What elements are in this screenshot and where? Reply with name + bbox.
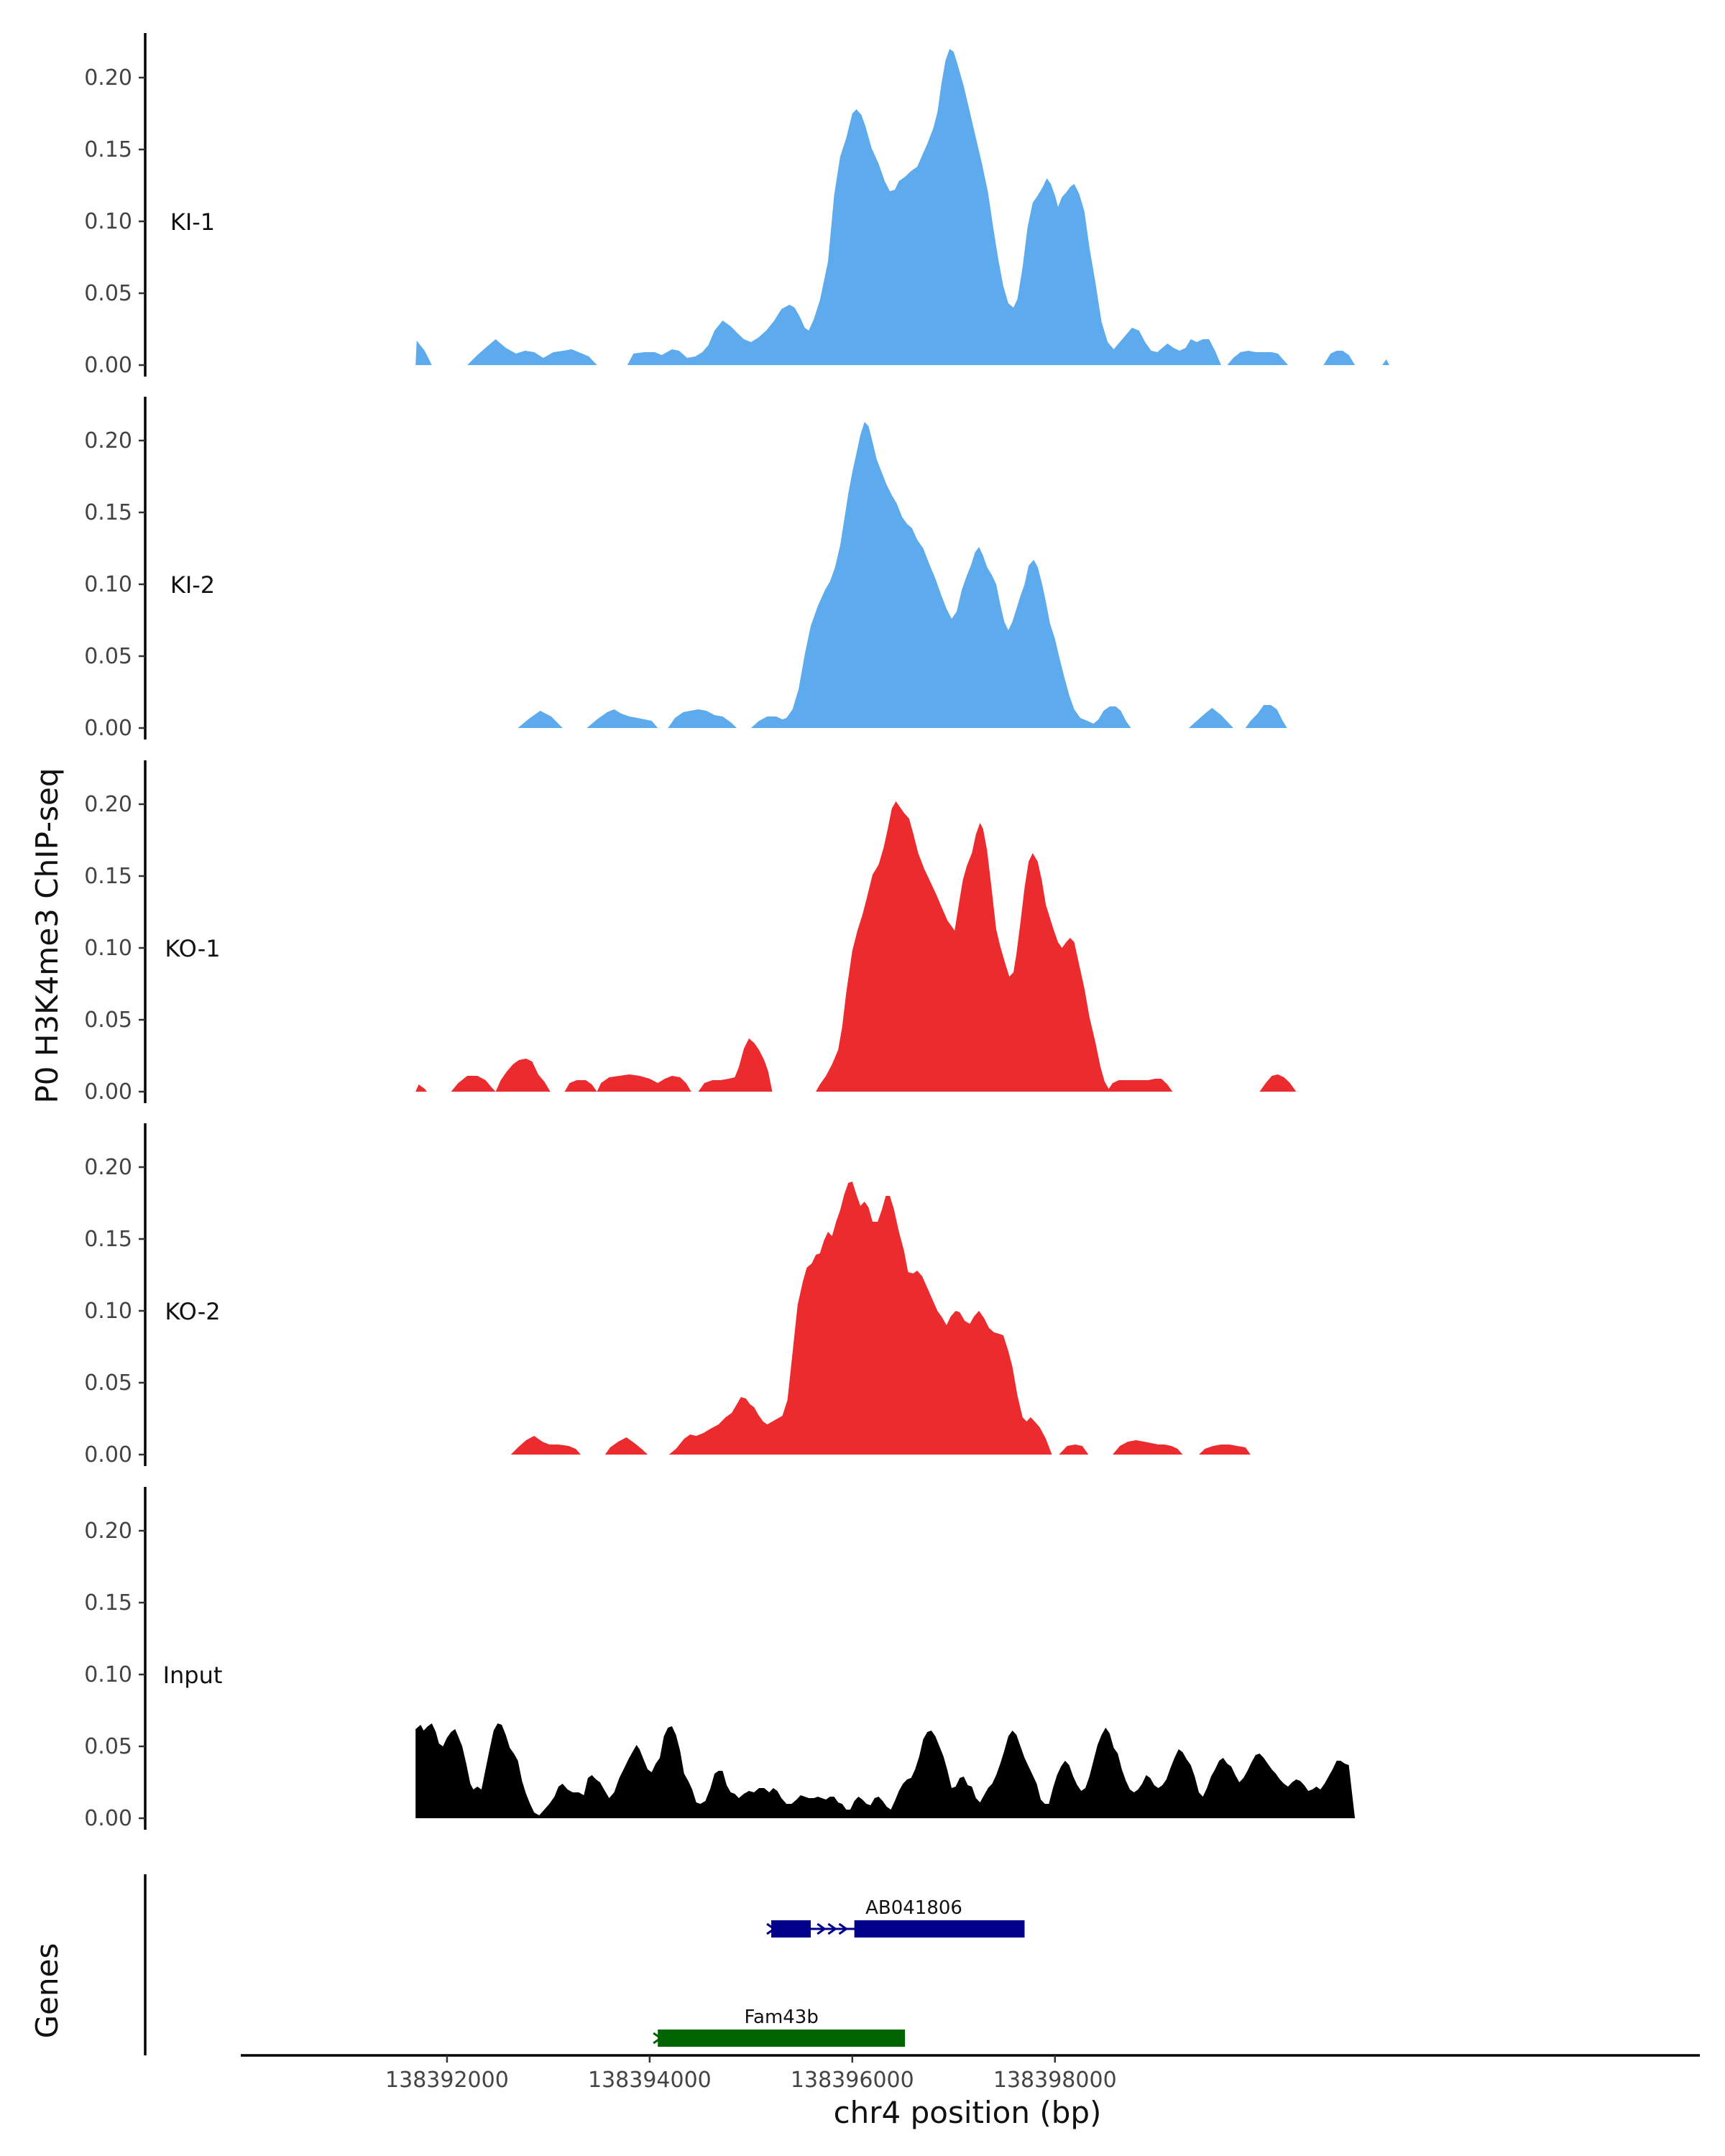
track-label: KI-1 — [170, 208, 215, 236]
y-tick-label: 0.05 — [84, 1370, 132, 1396]
gene-model: AB041806 — [766, 1897, 1025, 1938]
y-tick-label: 0.10 — [84, 1299, 132, 1324]
tracks-layer: 0.00 0.05 0.10 0.15 0.20 KI-1 0.00 0.05 0.10 0.15… — [84, 33, 1390, 1831]
y-tick-label: 0.00 — [84, 353, 132, 378]
coverage-area — [415, 49, 1390, 365]
y-tick-label: 0.15 — [84, 864, 132, 889]
coverage-area — [510, 1181, 1251, 1455]
track-label: KO-1 — [165, 935, 220, 962]
y-tick-label: 0.05 — [84, 281, 132, 306]
y-tick-label: 0.15 — [84, 500, 132, 525]
y-tick-label: 0.10 — [84, 572, 132, 597]
track-panel: 0.00 0.05 0.10 0.15 0.20 KI-1 — [84, 33, 1390, 378]
y-tick-label: 0.00 — [84, 1442, 132, 1468]
gene-exon — [658, 2030, 906, 2047]
y-tick-label: 0.10 — [84, 936, 132, 961]
y-tick-label: 0.05 — [84, 644, 132, 669]
y-tick-label: 0.05 — [84, 1734, 132, 1759]
x-tick-label: 138392000 — [385, 2068, 509, 2093]
gene-label: Fam43b — [744, 2007, 818, 2028]
genes-axis-title: Genes — [29, 1943, 65, 2039]
x-axis-title: chr4 position (bp) — [834, 2095, 1102, 2130]
y-tick-label: 0.15 — [84, 137, 132, 162]
coverage-area — [415, 801, 1297, 1092]
y-tick-label: 0.00 — [84, 716, 132, 741]
y-tick-label: 0.15 — [84, 1590, 132, 1616]
genes-layer: 138392000 138394000 138396000 138398000 AB04… — [144, 1874, 1700, 2093]
x-tick-label: 138398000 — [993, 2068, 1117, 2093]
strand-arrow-icon — [827, 1922, 837, 1935]
coverage-area — [518, 422, 1287, 728]
track-panel: 0.00 0.05 0.10 0.15 0.20 KI-2 — [84, 397, 1287, 741]
y-tick-label: 0.10 — [84, 209, 132, 234]
coverage-area — [415, 1723, 1356, 1818]
strand-arrow-icon — [816, 1922, 827, 1935]
strand-arrow-icon — [766, 1922, 776, 1935]
y-tick-label: 0.20 — [84, 65, 132, 91]
y-tick-label: 0.20 — [84, 792, 132, 817]
track-panel: 0.00 0.05 0.10 0.15 0.20 KO-1 — [84, 760, 1297, 1105]
y-tick-label: 0.20 — [84, 428, 132, 453]
y-tick-label: 0.00 — [84, 1806, 132, 1831]
track-label: KI-2 — [170, 571, 215, 599]
y-axis-title: P0 H3K4me3 ChIP-seq — [29, 768, 65, 1103]
x-tick-label: 138396000 — [791, 2068, 914, 2093]
track-panel: 0.00 0.05 0.10 0.15 0.20 Input — [84, 1487, 1356, 1831]
y-tick-label: 0.20 — [84, 1155, 132, 1180]
y-tick-label: 0.10 — [84, 1662, 132, 1687]
track-panel: 0.00 0.05 0.10 0.15 0.20 KO-2 — [84, 1123, 1251, 1468]
strand-arrow-icon — [653, 2032, 663, 2045]
strand-arrow-icon — [838, 1922, 849, 1935]
gene-exon — [854, 1920, 1025, 1938]
track-label: KO-2 — [165, 1298, 220, 1325]
gene-exon — [771, 1920, 811, 1938]
y-tick-label: 0.00 — [84, 1079, 132, 1105]
track-label: Input — [163, 1662, 223, 1689]
gene-label: AB041806 — [865, 1897, 962, 1919]
y-tick-label: 0.15 — [84, 1227, 132, 1252]
y-tick-label: 0.05 — [84, 1008, 132, 1033]
y-tick-label: 0.20 — [84, 1519, 132, 1544]
x-tick-label: 138394000 — [588, 2068, 712, 2093]
gene-model: Fam43b — [653, 2007, 906, 2047]
